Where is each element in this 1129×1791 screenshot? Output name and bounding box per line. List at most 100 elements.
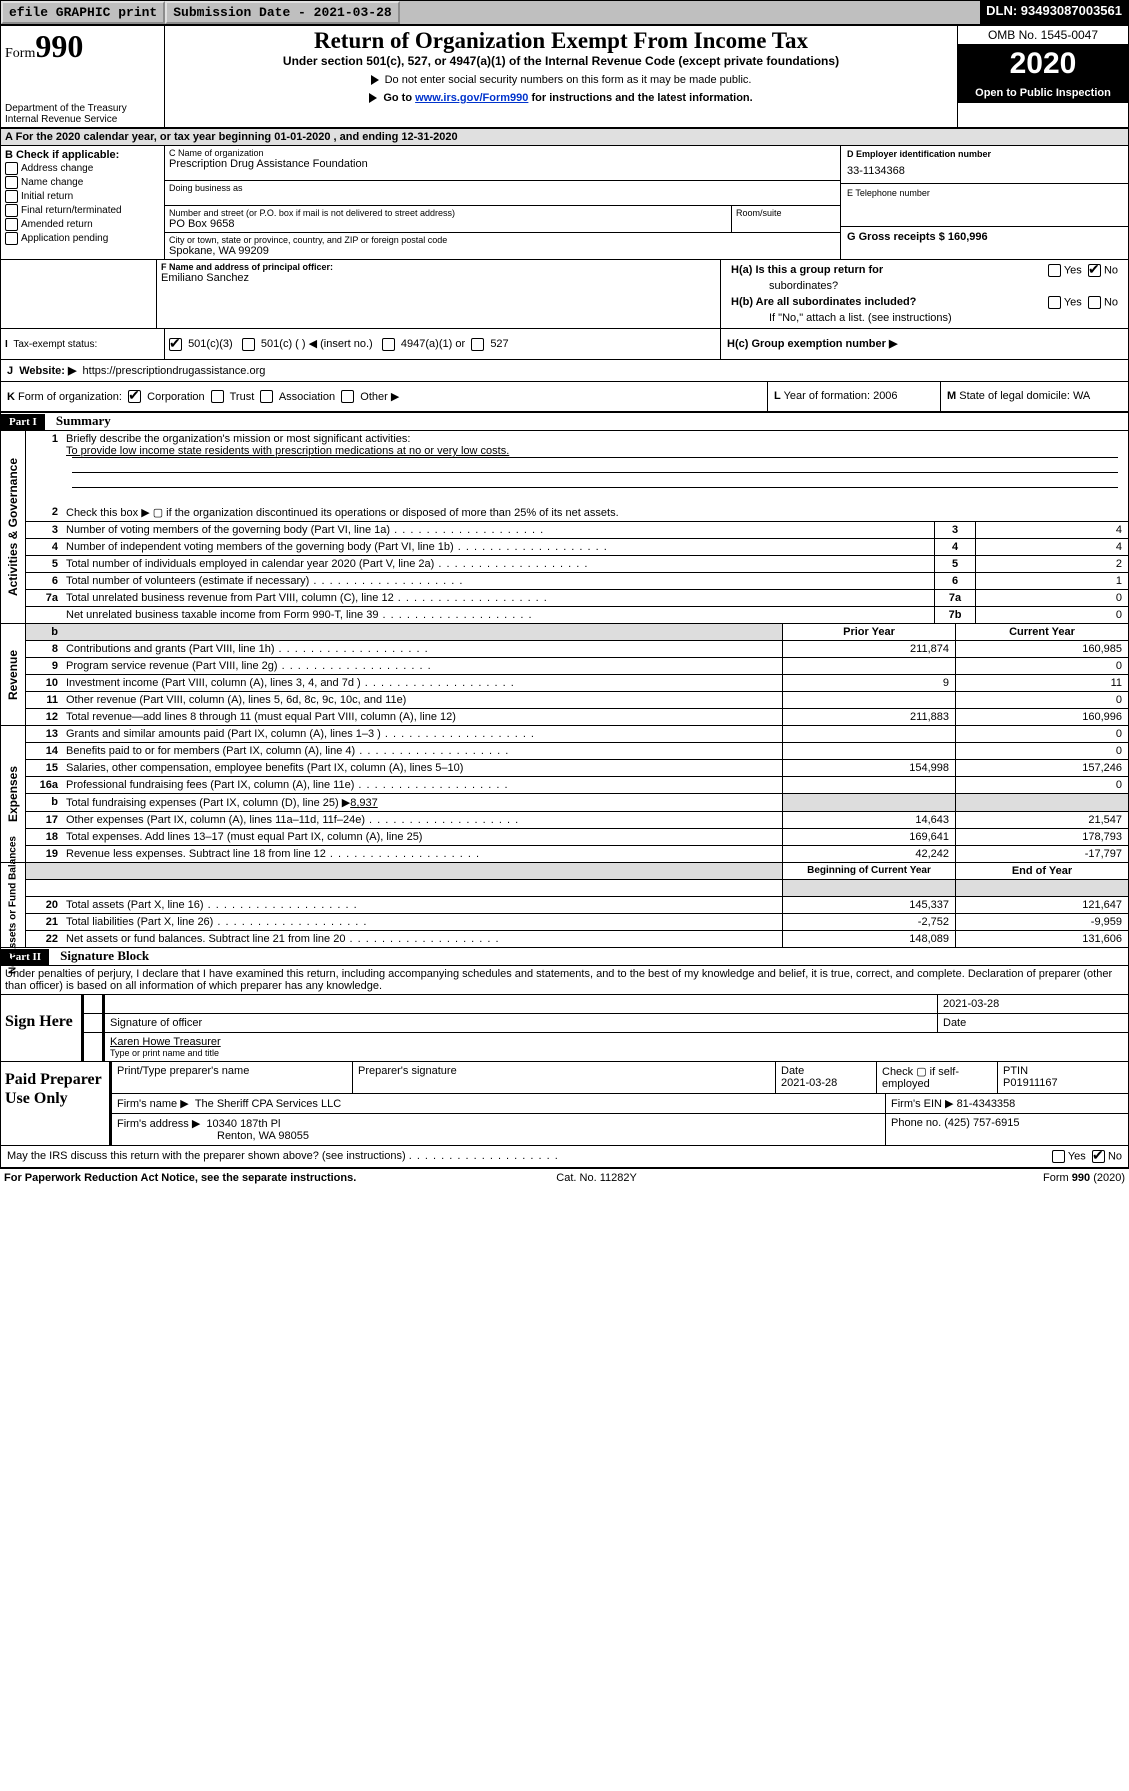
b-initial-return: Initial return <box>21 191 73 202</box>
yes-label: Yes <box>1068 1151 1086 1163</box>
cy15: 157,246 <box>955 760 1128 776</box>
firm-name-label: Firm's name ▶ <box>117 1098 189 1110</box>
ein-value: 33-1134368 <box>847 165 1122 177</box>
sig-date-label: Date <box>937 1014 1128 1032</box>
val7a: 0 <box>975 590 1128 606</box>
form-title: Return of Organization Exempt From Incom… <box>169 28 953 54</box>
yes-label: Yes <box>1064 296 1082 308</box>
checkbox-ha-yes[interactable] <box>1048 264 1061 277</box>
checkbox-pending[interactable] <box>5 232 18 245</box>
py15: 154,998 <box>782 760 955 776</box>
checkbox-amended[interactable] <box>5 218 18 231</box>
ein-label: D Employer identification number <box>847 149 1122 159</box>
header-sub3a: Go to <box>383 92 415 104</box>
org-name-field: C Name of organization Prescription Drug… <box>165 146 840 181</box>
org-name: Prescription Drug Assistance Foundation <box>169 158 836 170</box>
line1-mission: To provide low income state residents wi… <box>66 445 509 457</box>
cy8: 160,985 <box>955 641 1128 657</box>
prep-name-label: Print/Type preparer's name <box>117 1065 347 1077</box>
cy11: 0 <box>955 692 1128 708</box>
arrow-icon <box>371 75 379 85</box>
b-label: Check if applicable: <box>16 149 119 161</box>
checkbox-501c[interactable] <box>242 338 255 351</box>
gross-receipts-text: Gross receipts $ 160,996 <box>859 231 988 243</box>
yes-label: Yes <box>1064 264 1082 276</box>
org-name-label: C Name of organization <box>169 148 836 158</box>
website-row: J Website: ▶ https://prescriptiondrugass… <box>1 360 1128 381</box>
checkbox-initial-return[interactable] <box>5 190 18 203</box>
sign-here-label: Sign Here <box>5 1013 77 1031</box>
checkbox-discuss-yes[interactable] <box>1052 1150 1065 1163</box>
dba-field: Doing business as <box>165 181 840 206</box>
submission-date-button[interactable]: Submission Date - 2021-03-28 <box>165 1 399 24</box>
line10: Investment income (Part VIII, column (A)… <box>66 677 361 689</box>
officer-name: Karen Howe Treasurer <box>110 1036 1123 1048</box>
checkbox-hb-yes[interactable] <box>1048 296 1061 309</box>
current-year-header: Current Year <box>955 624 1128 640</box>
dln-label: DLN: 93493087003561 <box>980 1 1128 24</box>
address-field: Number and street (or P.O. box if mail i… <box>165 206 731 233</box>
firm-ein: 81-4343358 <box>957 1098 1016 1110</box>
py18: 169,641 <box>782 829 955 845</box>
topbar-spacer <box>400 1 980 24</box>
section-a-period: A For the 2020 calendar year, or tax yea… <box>1 128 1128 146</box>
checkbox-assoc[interactable] <box>260 390 273 403</box>
line14: Benefits paid to or for members (Part IX… <box>66 745 355 757</box>
line4: Number of independent voting members of … <box>66 541 454 553</box>
cy10: 11 <box>955 675 1128 691</box>
irs-link[interactable]: www.irs.gov/Form990 <box>415 92 528 104</box>
line18: Total expenses. Add lines 13–17 (must eq… <box>66 831 422 843</box>
line3: Number of voting members of the governin… <box>66 524 390 536</box>
checkbox-discuss-no[interactable] <box>1092 1150 1105 1163</box>
k-row: K Form of organization: Corporation Trus… <box>1 382 768 412</box>
py11 <box>782 692 955 708</box>
line13: Grants and similar amounts paid (Part IX… <box>66 728 381 740</box>
checkbox-address-change[interactable] <box>5 162 18 175</box>
side-net-assets: Net Assets or Fund Balances <box>1 863 26 947</box>
checkbox-trust[interactable] <box>211 390 224 403</box>
checkbox-4947[interactable] <box>382 338 395 351</box>
firm-ein-label: Firm's EIN ▶ <box>891 1098 954 1110</box>
checkbox-ha-no[interactable] <box>1088 264 1101 277</box>
checkbox-final-return[interactable] <box>5 204 18 217</box>
efile-button[interactable]: efile GRAPHIC print <box>1 1 165 24</box>
i-501c3: 501(c)(3) <box>188 338 233 350</box>
i-527: 527 <box>490 338 508 350</box>
line16b-val: 8,937 <box>350 797 378 809</box>
b-name-change: Name change <box>21 177 83 188</box>
checkbox-other[interactable] <box>341 390 354 403</box>
f-label: F Name and address of principal officer: <box>161 262 716 272</box>
line16a: Professional fundraising fees (Part IX, … <box>66 779 354 791</box>
line15: Salaries, other compensation, employee b… <box>66 762 463 774</box>
room-suite: Room/suite <box>731 206 840 233</box>
i-4947: 4947(a)(1) or <box>401 338 465 350</box>
l-year: L Year of formation: 2006 <box>768 382 941 412</box>
py19: 42,242 <box>782 846 955 862</box>
checkbox-501c3[interactable] <box>169 338 182 351</box>
header-right-col: D Employer identification number 33-1134… <box>841 146 1128 259</box>
dept-irs: Internal Revenue Service <box>5 114 160 125</box>
b-address-change: Address change <box>21 163 93 174</box>
b-pending: Application pending <box>21 233 108 244</box>
line19: Revenue less expenses. Subtract line 18 … <box>66 848 326 860</box>
checkbox-hb-no[interactable] <box>1088 296 1101 309</box>
checkbox-corp[interactable] <box>128 390 141 403</box>
gross-receipts: G Gross receipts $ 160,996 <box>847 231 1122 243</box>
line7a: Total unrelated business revenue from Pa… <box>66 592 394 604</box>
paid-preparer-label: Paid Preparer Use Only <box>5 1070 105 1108</box>
website-url: https://prescriptiondrugassistance.org <box>83 365 266 377</box>
j-label: J <box>7 365 13 377</box>
f-value: Emiliano Sanchez <box>161 272 716 284</box>
line16b: Total fundraising expenses (Part IX, col… <box>66 797 350 809</box>
section-a-text: For the 2020 calendar year, or tax year … <box>16 131 458 143</box>
firm-addr2: Renton, WA 98055 <box>117 1130 309 1142</box>
py13 <box>782 726 955 742</box>
no-label: No <box>1104 264 1118 276</box>
line17: Other expenses (Part IX, column (A), lin… <box>66 814 365 826</box>
principal-officer: F Name and address of principal officer:… <box>157 260 721 328</box>
checkbox-527[interactable] <box>471 338 484 351</box>
line8: Contributions and grants (Part VIII, lin… <box>66 643 275 655</box>
checkbox-name-change[interactable] <box>5 176 18 189</box>
m-text: State of legal domicile: WA <box>959 390 1090 402</box>
header-title-cell: Return of Organization Exempt From Incom… <box>165 26 958 127</box>
